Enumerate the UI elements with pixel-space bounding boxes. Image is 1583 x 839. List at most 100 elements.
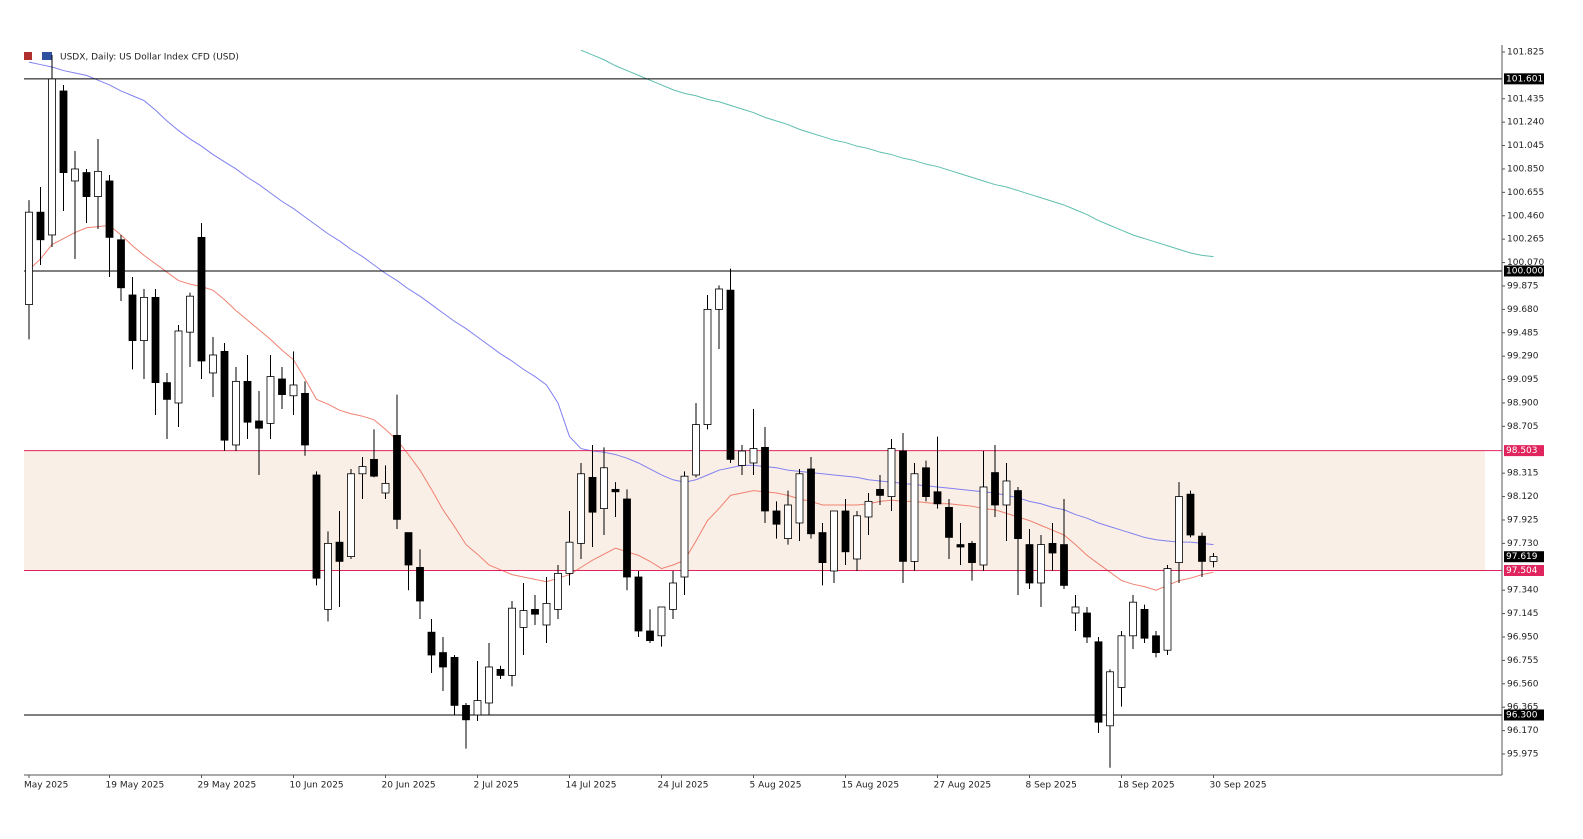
y-tick-label: 101.825 — [1507, 47, 1544, 57]
candle-body — [496, 668, 505, 676]
candle-body — [232, 380, 240, 446]
candle-body — [1175, 496, 1183, 563]
candle-body — [968, 542, 976, 563]
candle-body — [416, 566, 424, 602]
x-tick-label: May 2025 — [24, 781, 68, 791]
y-tick-label: 98.315 — [1507, 469, 1539, 479]
candle-body — [749, 448, 758, 464]
candle-body — [36, 211, 45, 241]
candle-body — [1163, 568, 1172, 651]
candle-body — [312, 474, 321, 579]
y-tick-label: 101.240 — [1507, 118, 1544, 128]
x-tick-label: 8 Sep 2025 — [1026, 781, 1077, 791]
candle-body — [289, 384, 298, 397]
y-tick-label: 96.755 — [1507, 656, 1539, 666]
candle-body — [876, 488, 884, 496]
candle-body — [761, 446, 769, 512]
candle-body — [462, 704, 470, 721]
y-tick-label: 100.850 — [1507, 164, 1544, 174]
y-tick-label: 96.560 — [1507, 679, 1539, 689]
level-label-box — [1504, 265, 1544, 277]
symbol-icon — [24, 52, 32, 60]
level-label-box — [1504, 709, 1544, 721]
candle-body — [646, 630, 654, 641]
x-tick-label: 18 Sep 2025 — [1118, 781, 1175, 791]
candle-body — [726, 289, 735, 460]
candle-body — [186, 295, 194, 333]
candle-body — [59, 90, 68, 173]
candle-body — [174, 330, 183, 404]
candle-body — [151, 296, 160, 383]
candle-body — [1025, 544, 1034, 584]
candle-body — [623, 498, 631, 578]
candle-body — [381, 482, 390, 494]
y-tick-label: 97.925 — [1507, 515, 1539, 525]
y-tick-label: 97.730 — [1507, 539, 1539, 549]
level-label-box — [1504, 445, 1544, 457]
candle-body — [393, 434, 401, 520]
candle-body — [703, 308, 712, 425]
y-tick-label: 99.680 — [1507, 305, 1539, 315]
candle-body — [807, 468, 815, 535]
candle-body — [1094, 641, 1103, 723]
candle-body — [910, 473, 919, 562]
candle-body — [427, 631, 436, 656]
candle-body — [473, 700, 482, 716]
x-tick-label: 20 Jun 2025 — [382, 781, 436, 791]
candle-body — [945, 506, 953, 538]
candle-body — [117, 239, 125, 289]
candle-body — [841, 510, 850, 553]
candle-body — [979, 486, 988, 566]
candle-body — [278, 378, 286, 395]
y-tick-label: 100.265 — [1507, 235, 1544, 245]
x-tick-label: 2 Jul 2025 — [474, 781, 519, 791]
candle-body — [588, 476, 597, 513]
y-tick-label: 101.045 — [1507, 141, 1544, 151]
candle-body — [887, 448, 896, 497]
candle-body — [1002, 480, 1011, 506]
x-tick-label: 10 Jun 2025 — [290, 781, 344, 791]
candle-body — [519, 610, 528, 628]
candle-body — [209, 354, 217, 374]
tick-layer: 101.825 101.435 101.240 101.045 100.850 100.6… — [28, 47, 1544, 778]
candle-body — [830, 510, 838, 572]
candle-body — [71, 168, 79, 182]
y-tick-label: 96.950 — [1507, 632, 1539, 642]
level-label: 96.300 — [1506, 710, 1538, 720]
y-tick-label: 101.435 — [1507, 94, 1544, 104]
candle-body — [439, 652, 447, 668]
candle-body — [600, 467, 608, 509]
last-price-label: 97.619 — [1506, 552, 1538, 562]
candle-body — [1048, 542, 1057, 554]
last-price-box — [1504, 551, 1544, 563]
x-tick-label: 29 May 2025 — [198, 781, 257, 791]
candle-body — [1060, 544, 1068, 586]
candle-body — [163, 382, 171, 400]
candle-body — [25, 211, 33, 305]
candle-body — [450, 656, 459, 706]
candle-body — [577, 473, 585, 544]
candle-body — [335, 541, 344, 562]
y-tick-label: 99.875 — [1507, 281, 1539, 291]
candle-body — [1152, 635, 1160, 653]
candle-body — [1071, 606, 1080, 614]
candle-body — [358, 466, 367, 475]
y-tick-label: 99.485 — [1507, 328, 1539, 338]
y-tick-label: 98.705 — [1507, 422, 1539, 432]
candle-body — [680, 475, 689, 578]
level-label: 97.504 — [1506, 566, 1538, 576]
candle-body — [864, 500, 873, 518]
candle-body — [128, 294, 137, 341]
candle-body — [772, 510, 781, 525]
candle-body — [692, 424, 700, 476]
candle-body — [853, 515, 861, 560]
candle-body — [485, 666, 493, 704]
candle-body — [1129, 601, 1137, 637]
y-tick-label: 96.365 — [1507, 703, 1539, 713]
candle-body — [1117, 635, 1126, 688]
candle-body — [565, 541, 574, 574]
y-tick-label: 100.655 — [1507, 188, 1544, 198]
level-label: 98.503 — [1506, 446, 1538, 456]
